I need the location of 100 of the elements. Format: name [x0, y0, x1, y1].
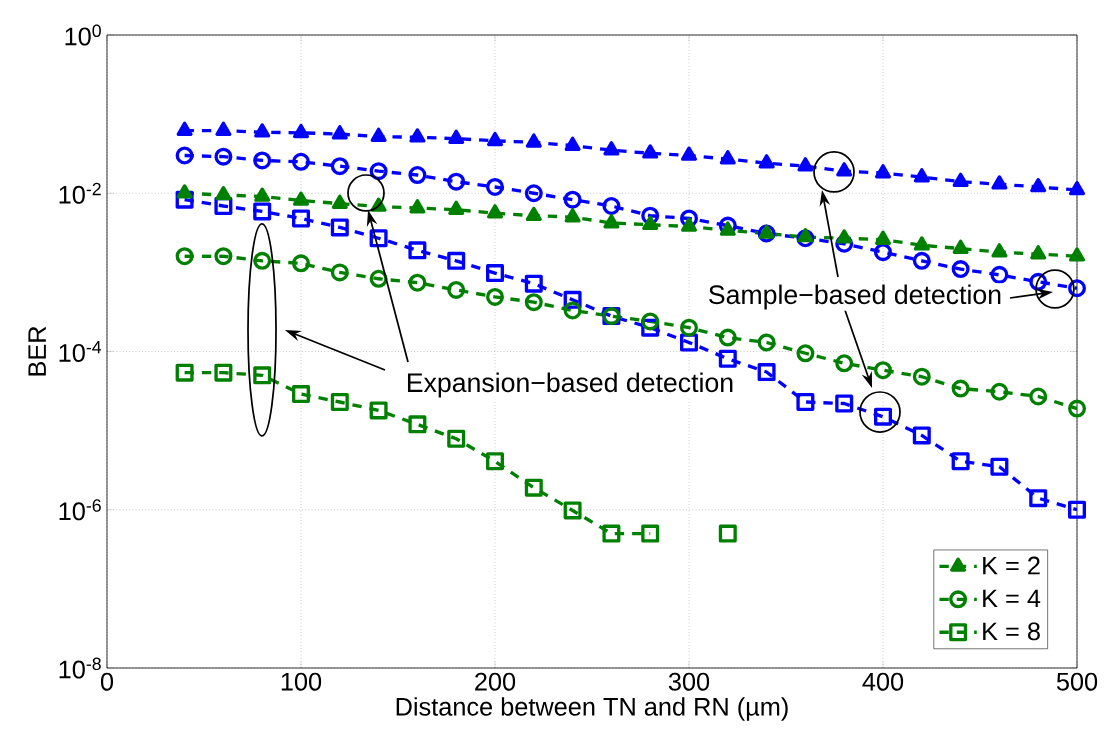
legend-label: K = 8	[983, 622, 1040, 641]
point	[215, 186, 232, 201]
point	[990, 457, 1009, 476]
point	[176, 184, 193, 199]
point	[1029, 272, 1048, 291]
point	[641, 312, 660, 331]
point	[797, 157, 814, 172]
y-axis-title: BER	[28, 326, 46, 376]
point	[990, 382, 1009, 401]
point	[524, 478, 543, 497]
x-tick-label: 300	[668, 672, 710, 691]
x-axis-title: Distance between TN and RN (µm)	[396, 697, 788, 721]
point	[447, 429, 466, 448]
point	[796, 393, 815, 412]
point	[758, 154, 775, 169]
point	[991, 243, 1008, 258]
point	[835, 394, 854, 413]
point	[642, 144, 659, 159]
point	[448, 129, 465, 144]
point	[719, 221, 736, 236]
point	[874, 243, 893, 262]
x-tick-label: 200	[475, 672, 516, 691]
point	[912, 426, 931, 445]
point	[602, 524, 621, 543]
point	[757, 363, 776, 382]
point	[254, 123, 271, 138]
legend-label: K = 2	[983, 556, 1040, 575]
point	[409, 128, 426, 143]
point	[642, 215, 659, 231]
point	[757, 224, 776, 243]
point	[214, 363, 233, 382]
y-tick-label: 10$^{0}$	[65, 24, 101, 46]
point	[330, 157, 349, 176]
legend-label: K = 4	[983, 589, 1041, 608]
point	[447, 280, 466, 299]
point	[408, 415, 427, 434]
point	[486, 264, 505, 283]
point	[680, 146, 698, 161]
point	[1068, 279, 1087, 298]
point	[253, 202, 272, 221]
point	[719, 150, 736, 165]
x-tick-label: 100	[281, 672, 322, 691]
point	[718, 328, 737, 347]
point	[991, 175, 1008, 190]
point	[525, 206, 542, 222]
point	[680, 209, 699, 228]
point	[603, 141, 620, 156]
point	[835, 354, 854, 373]
point	[951, 260, 970, 279]
point	[797, 227, 814, 243]
point	[175, 146, 194, 165]
point	[951, 452, 970, 471]
point	[718, 349, 737, 368]
point	[214, 197, 233, 216]
point	[409, 199, 426, 214]
point	[913, 168, 930, 183]
point	[292, 209, 310, 228]
point	[874, 361, 893, 380]
point	[253, 151, 272, 170]
point	[292, 191, 310, 206]
point	[369, 229, 388, 248]
point	[680, 318, 699, 337]
point	[990, 265, 1009, 284]
point	[1029, 489, 1048, 508]
point	[292, 152, 310, 171]
point	[292, 385, 310, 404]
point	[796, 229, 815, 248]
point	[486, 287, 505, 306]
point	[175, 247, 194, 266]
point	[641, 524, 660, 543]
point	[680, 217, 698, 232]
y-tick-label: 10$^{-4}$	[59, 341, 102, 362]
point	[1030, 177, 1047, 193]
point	[330, 393, 349, 412]
point	[718, 524, 737, 543]
point	[602, 197, 621, 216]
point	[757, 333, 776, 352]
point	[370, 127, 387, 142]
point	[214, 247, 233, 266]
point	[486, 452, 505, 471]
point	[1068, 399, 1087, 418]
point	[952, 172, 969, 188]
point	[524, 184, 543, 203]
point	[874, 230, 892, 245]
point	[254, 187, 271, 202]
point	[1030, 245, 1047, 260]
point	[1068, 500, 1087, 519]
point	[563, 301, 582, 320]
point	[912, 251, 931, 270]
y-tick-label: 10$^{-6}$	[59, 499, 101, 521]
point	[253, 251, 272, 270]
point	[292, 254, 310, 273]
point	[175, 363, 194, 382]
point	[486, 131, 504, 147]
x-tick-label: 0	[100, 672, 114, 691]
point	[563, 190, 582, 209]
point	[564, 208, 581, 223]
x-tick-label: 500	[1056, 672, 1098, 691]
point	[524, 293, 543, 312]
point	[796, 344, 815, 363]
